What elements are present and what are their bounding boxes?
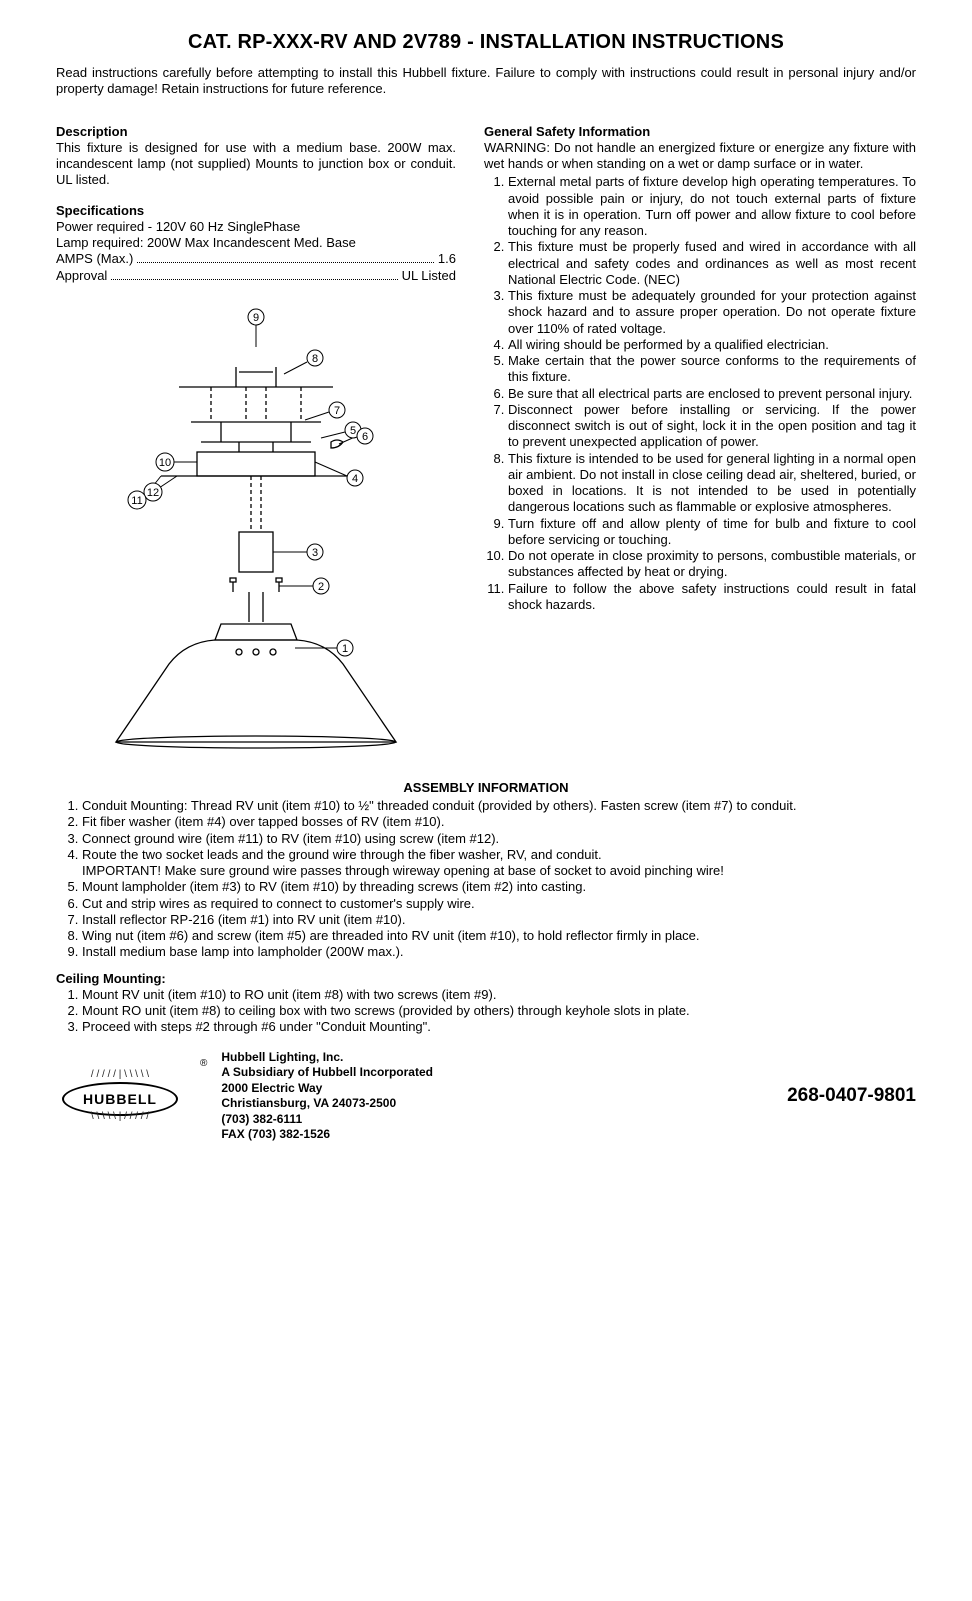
list-item: Cut and strip wires as required to conne…: [82, 896, 916, 912]
specifications-heading: Specifications: [56, 203, 456, 219]
list-item: This fixture must be adequately grounded…: [508, 288, 916, 337]
document-number: 268-0407-9801: [787, 1084, 916, 1108]
registered-mark: ®: [200, 1058, 207, 1071]
list-item: Route the two socket leads and the groun…: [82, 847, 916, 880]
svg-text:10: 10: [159, 457, 171, 469]
list-item: Mount RV unit (item #10) to RO unit (ite…: [82, 987, 916, 1003]
list-item: Disconnect power before installing or se…: [508, 402, 916, 451]
list-item: Turn fixture off and allow plenty of tim…: [508, 516, 916, 549]
list-item: Conduit Mounting: Thread RV unit (item #…: [82, 798, 916, 814]
svg-text:5: 5: [350, 425, 356, 437]
company-info: Hubbell Lighting, Inc. A Subsidiary of H…: [221, 1050, 433, 1144]
spec-power: Power required - 120V 60 Hz SinglePhase: [56, 219, 456, 235]
list-item: Proceed with steps #2 through #6 under "…: [82, 1019, 916, 1035]
list-item: This fixture is intended to be used for …: [508, 451, 916, 516]
logo-rays-bottom-icon: \ \ \ \ \ | / / / / /: [56, 1111, 184, 1124]
company-phone: (703) 382-6111: [221, 1112, 433, 1128]
company-subsidiary: A Subsidiary of Hubbell Incorporated: [221, 1065, 433, 1081]
list-item: Wing nut (item #6) and screw (item #5) a…: [82, 928, 916, 944]
spec-approval-label: Approval: [56, 268, 107, 284]
spec-amps-label: AMPS (Max.): [56, 251, 133, 267]
list-item: External metal parts of fixture develop …: [508, 174, 916, 239]
safety-list: External metal parts of fixture develop …: [484, 174, 916, 613]
list-item: Make certain that the power source confo…: [508, 353, 916, 386]
svg-text:12: 12: [147, 487, 159, 499]
list-item: All wiring should be performed by a qual…: [508, 337, 916, 353]
footer: / / / / / | \ \ \ \ \ HUBBELL \ \ \ \ \ …: [56, 1050, 916, 1144]
leader-dots: [137, 262, 434, 263]
safety-warning: WARNING: Do not handle an energized fixt…: [484, 140, 916, 173]
company-addr1: 2000 Electric Way: [221, 1081, 433, 1097]
list-item: Failure to follow the above safety instr…: [508, 581, 916, 614]
ceiling-heading: Ceiling Mounting:: [56, 971, 916, 987]
list-item: Do not operate in close proximity to per…: [508, 548, 916, 581]
hubbell-logo: / / / / / | \ \ \ \ \ HUBBELL \ \ \ \ \ …: [56, 1070, 186, 1122]
svg-text:9: 9: [253, 312, 259, 324]
two-columns: Description This fixture is designed for…: [56, 114, 916, 752]
company-fax: FAX (703) 382-1526: [221, 1127, 433, 1143]
description-body: This fixture is designed for use with a …: [56, 140, 456, 189]
list-item: This fixture must be properly fused and …: [508, 239, 916, 288]
company-name: Hubbell Lighting, Inc.: [221, 1050, 433, 1066]
intro-text: Read instructions carefully before attem…: [56, 65, 916, 98]
list-item: Install reflector RP-216 (item #1) into …: [82, 912, 916, 928]
page: CAT. RP-XXX-RV AND 2V789 - INSTALLATION …: [0, 0, 972, 1203]
list-item: Connect ground wire (item #11) to RV (it…: [82, 831, 916, 847]
svg-text:8: 8: [312, 353, 318, 365]
assembly-list: Conduit Mounting: Thread RV unit (item #…: [56, 798, 916, 961]
left-column: Description This fixture is designed for…: [56, 114, 456, 752]
svg-text:4: 4: [352, 473, 358, 485]
list-item: Mount lampholder (item #3) to RV (item #…: [82, 879, 916, 895]
leader-dots: [111, 279, 397, 280]
doc-title: CAT. RP-XXX-RV AND 2V789 - INSTALLATION …: [56, 30, 916, 55]
list-item: Mount RO unit (item #8) to ceiling box w…: [82, 1003, 916, 1019]
fixture-diagram-svg: 9 8 7 5 6 4 10 12 11 3 2 1: [91, 292, 421, 752]
description-heading: Description: [56, 124, 456, 140]
svg-text:1: 1: [342, 643, 348, 655]
exploded-diagram: 9 8 7 5 6 4 10 12 11 3 2 1: [56, 292, 456, 752]
svg-text:2: 2: [318, 581, 324, 593]
ceiling-list: Mount RV unit (item #10) to RO unit (ite…: [56, 987, 916, 1036]
spec-amps-row: AMPS (Max.) 1.6: [56, 251, 456, 267]
safety-heading: General Safety Information: [484, 124, 916, 140]
company-addr2: Christiansburg, VA 24073-2500: [221, 1096, 433, 1112]
svg-text:6: 6: [362, 431, 368, 443]
list-item: Install medium base lamp into lampholder…: [82, 944, 916, 960]
svg-text:3: 3: [312, 547, 318, 559]
list-item: Be sure that all electrical parts are en…: [508, 386, 916, 402]
spec-approval-row: Approval UL Listed: [56, 268, 456, 284]
svg-text:7: 7: [334, 405, 340, 417]
svg-text:11: 11: [131, 495, 142, 507]
list-item: Fit fiber washer (item #4) over tapped b…: [82, 814, 916, 830]
spec-lamp: Lamp required: 200W Max Incandescent Med…: [56, 235, 456, 251]
right-column: General Safety Information WARNING: Do n…: [484, 114, 916, 752]
assembly-heading: ASSEMBLY INFORMATION: [56, 780, 916, 796]
spec-approval-value: UL Listed: [402, 268, 456, 284]
logo-rays-top-icon: / / / / / | \ \ \ \ \: [56, 1069, 184, 1082]
spec-amps-value: 1.6: [438, 251, 456, 267]
